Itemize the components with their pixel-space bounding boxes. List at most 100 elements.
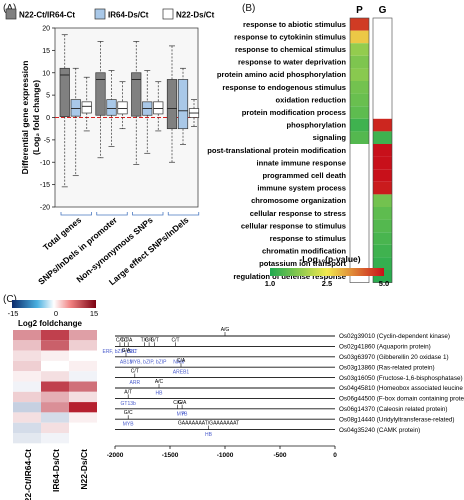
go-heatmap-cell <box>350 244 369 258</box>
foldchange-cell <box>69 330 97 341</box>
color-scale-title-b: -Log₁₀(p-value) <box>299 254 360 264</box>
foldchange-cell <box>13 340 41 351</box>
tf-binding-label: HB <box>205 432 213 438</box>
snp-label: A/G <box>221 327 230 333</box>
gene-label: Os02g39010 (Cyclin-dependent kinase) <box>339 333 450 340</box>
go-heatmap-cell <box>350 181 369 195</box>
heatmap-b-border-g <box>372 17 393 283</box>
tf-binding-label: MYB <box>123 422 135 428</box>
go-heatmap-cell <box>350 156 369 170</box>
color-scale-tick-b: 1.0 <box>265 279 275 288</box>
tf-binding-label: LEC <box>127 349 137 355</box>
snp-label: C/T <box>120 337 128 343</box>
go-term-label: protein modification process <box>242 108 346 117</box>
tf-binding-label: AB13 <box>120 359 132 365</box>
go-term-label: post-translational protein modification <box>207 146 346 155</box>
go-heatmap-cell <box>350 68 369 81</box>
color-scale-bar-c <box>12 300 96 308</box>
tf-binding-label: P <box>182 411 186 417</box>
snp-label: C/A <box>124 337 133 343</box>
go-heatmap-cell <box>350 169 369 182</box>
foldchange-cell <box>69 391 97 403</box>
tf-binding-label: MYB, bZIP, bZIP <box>130 359 168 365</box>
foldchange-cell <box>13 381 41 392</box>
y-axis-label-a: Differential gene expression <box>20 61 30 175</box>
foldchange-cell <box>41 350 69 361</box>
color-scale-tick-b: 5.0 <box>379 279 389 288</box>
y-tick-label-a: -20 <box>40 205 50 212</box>
go-heatmap-cell <box>373 118 392 132</box>
foldchange-cell <box>69 422 97 433</box>
gene-label: Os08g14440 (Uridylyltransferase-related) <box>339 416 455 423</box>
sequence-axis-label: -2000 <box>107 452 124 459</box>
tf-binding-label: NAM <box>173 359 184 365</box>
y-tick-label-a: 10 <box>42 70 50 77</box>
snp-label: A/T <box>124 389 132 395</box>
legend-label-a-0: N22-Ct/IR64-Ct <box>19 11 75 20</box>
go-term-label: response to chemical stimulus <box>235 45 346 54</box>
go-term-label: cellular response to stress <box>250 209 346 218</box>
y-tick-label-a: -5 <box>44 137 50 144</box>
go-heatmap-cell <box>350 30 369 44</box>
gene-label: Os03g13860 (Ras-related protein) <box>339 364 435 371</box>
legend-label-a-2: N22-Ds/Ct <box>176 11 215 20</box>
color-scale-title-c: Log2 foldchange <box>18 319 83 328</box>
go-heatmap-cell <box>373 81 392 94</box>
snp-label: C/T <box>131 369 139 375</box>
go-heatmap-cell <box>350 207 369 220</box>
go-term-label: chromatin modification <box>262 247 346 256</box>
y-tick-label-a: -15 <box>40 182 50 189</box>
go-heatmap-cell <box>373 156 392 170</box>
go-term-label: cellular response to stimulus <box>241 221 346 230</box>
go-heatmap-cell <box>350 18 369 31</box>
y-tick-label-a: 5 <box>46 93 50 100</box>
go-heatmap-cell <box>373 181 392 195</box>
box-1-3 <box>177 79 189 130</box>
color-scale-tick-b: 2.5 <box>322 279 332 288</box>
foldchange-cell <box>13 433 41 444</box>
foldchange-cell <box>13 330 41 341</box>
foldchange-cell <box>41 391 69 403</box>
panel-a-label: (A) <box>3 3 17 14</box>
tf-binding-label: HB <box>156 391 164 397</box>
legend-label-a-1: IR64-Ds/Ct <box>108 11 149 20</box>
go-term-label: regulation of defense response <box>233 272 346 281</box>
go-heatmap-cell <box>373 131 392 144</box>
foldchange-cell <box>69 340 97 351</box>
foldchange-cell <box>69 433 97 444</box>
go-heatmap-cell <box>350 194 369 207</box>
foldchange-cell <box>13 350 41 361</box>
y-tick-label-a: 15 <box>42 48 50 55</box>
category-bracket <box>96 212 128 216</box>
box-0-2 <box>131 72 142 117</box>
foldchange-cell <box>13 412 41 423</box>
y-tick-label-a: 20 <box>42 26 50 33</box>
snp-label: G/C <box>124 410 133 416</box>
color-scale-tick-c: -15 <box>8 309 19 318</box>
snp-label: C/T <box>171 337 179 343</box>
box-2-2 <box>153 101 164 115</box>
go-heatmap-cell <box>350 93 369 107</box>
go-term-label: oxidation reduction <box>276 95 347 104</box>
box-2-1 <box>117 101 128 115</box>
go-heatmap-cell <box>373 144 392 157</box>
go-heatmap-cell <box>350 106 369 119</box>
go-heatmap-cell <box>350 232 369 245</box>
foldchange-cell <box>69 371 97 382</box>
snp-label: G/T <box>145 337 153 343</box>
foldchange-cell <box>13 422 41 433</box>
color-scale-bar-b <box>270 268 384 276</box>
category-bracket <box>167 212 200 216</box>
legend-swatch-a-0 <box>5 8 17 20</box>
go-heatmap-cell <box>373 106 392 119</box>
go-term-label: programmed cell death <box>262 171 346 180</box>
go-heatmap-cell <box>373 18 392 31</box>
foldchange-cell <box>41 422 69 433</box>
snp-label: C/G <box>173 400 182 406</box>
go-heatmap-cell <box>373 43 392 56</box>
go-term-label: response to abiotic stimulus <box>243 20 346 29</box>
gene-label: Os03g63970 (Gibberellin 20 oxidase 1) <box>339 354 449 361</box>
column-label-c-2: N22-Ds/Ct <box>79 449 89 490</box>
column-label-c-0: N22-Ct/IR64-Ct <box>23 449 33 500</box>
